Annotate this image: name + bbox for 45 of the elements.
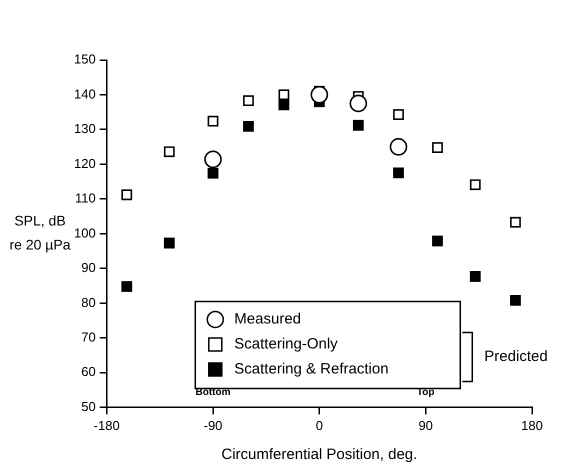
y-tick-label: 100	[74, 225, 96, 240]
y-tick-label: 150	[74, 52, 96, 67]
point	[510, 216, 521, 228]
point	[470, 271, 481, 282]
point	[208, 168, 218, 179]
legend-label: Measured	[234, 310, 301, 328]
y-tick-label: 50	[81, 398, 96, 414]
point	[432, 236, 443, 246]
point	[208, 116, 218, 127]
point	[164, 238, 175, 248]
point	[164, 146, 175, 158]
point	[350, 94, 368, 112]
annotation: Predicted	[484, 348, 548, 366]
x-axis-title: Circumferential Position, deg.	[221, 446, 418, 464]
point	[310, 86, 328, 104]
legend-label: Scattering-Only	[234, 336, 338, 353]
x-tick-label: 180	[521, 418, 543, 433]
point	[121, 189, 132, 200]
x-tick-label: -180	[94, 418, 120, 433]
point	[278, 99, 290, 110]
point	[390, 138, 408, 156]
y-tick-label: 110	[74, 190, 96, 206]
y-axis-title: SPL, dB re 20 µPa	[10, 212, 71, 253]
point	[393, 109, 404, 120]
point	[121, 281, 132, 292]
y-tick-label: 140	[74, 86, 96, 102]
y-tick-label: 90	[81, 260, 96, 276]
point	[204, 150, 222, 168]
point	[470, 179, 481, 190]
point	[243, 95, 254, 106]
x-tick-label: 90	[418, 418, 433, 433]
y-tick-label: 60	[81, 364, 96, 380]
point	[243, 120, 254, 132]
point	[510, 295, 521, 306]
point	[432, 142, 443, 153]
x-tick-label: 0	[316, 418, 323, 433]
legend-label: Scattering & Refraction	[234, 360, 389, 378]
y-tick-label: 70	[81, 330, 96, 344]
point	[278, 89, 290, 100]
y-tick-label: 80	[81, 294, 96, 310]
x-tick-label: -90	[204, 418, 222, 433]
point	[393, 168, 404, 178]
y-tick-label: 130	[74, 121, 96, 136]
y-tick-label: 120	[74, 156, 96, 171]
point	[352, 120, 364, 131]
